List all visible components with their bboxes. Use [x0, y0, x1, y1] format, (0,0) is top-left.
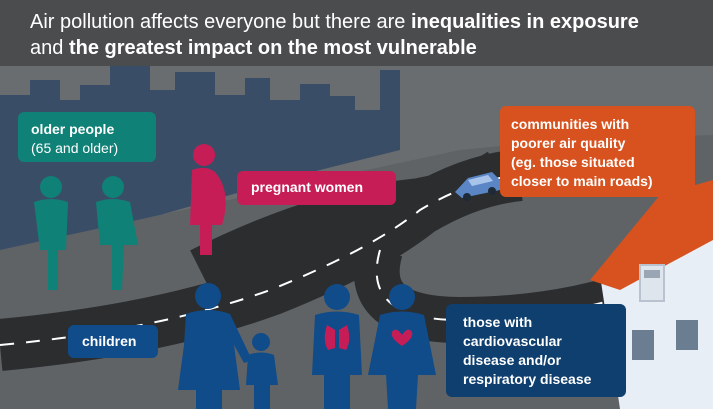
children-label: children: [68, 325, 158, 358]
house-icon: [590, 180, 713, 409]
pregnant-woman-icon: [190, 144, 226, 255]
car-icon: [455, 172, 500, 201]
older-people-icon: [34, 176, 138, 290]
pregnant-women-label: pregnant women: [237, 171, 396, 205]
older-people-label: older people (65 and older): [18, 112, 156, 162]
title-emphasis-2: the greatest impact on the most vulnerab…: [68, 37, 477, 59]
disease-label: those with cardiovascular disease and/or…: [446, 304, 626, 397]
heart-icon: [391, 329, 413, 346]
communities-label: communities with poorer air quality (eg.…: [500, 106, 695, 197]
title-line-2: and the greatest impact on the most vuln…: [30, 37, 477, 59]
lungs-icon: [324, 325, 350, 350]
children-icon: [178, 283, 278, 409]
title-emphasis-1: inequalities in exposure: [410, 11, 639, 33]
title-line-1: Air pollution affects everyone but there…: [30, 11, 639, 33]
page-title: Air pollution affects everyone but there…: [0, 0, 713, 66]
disease-figures-icon: [312, 284, 436, 409]
